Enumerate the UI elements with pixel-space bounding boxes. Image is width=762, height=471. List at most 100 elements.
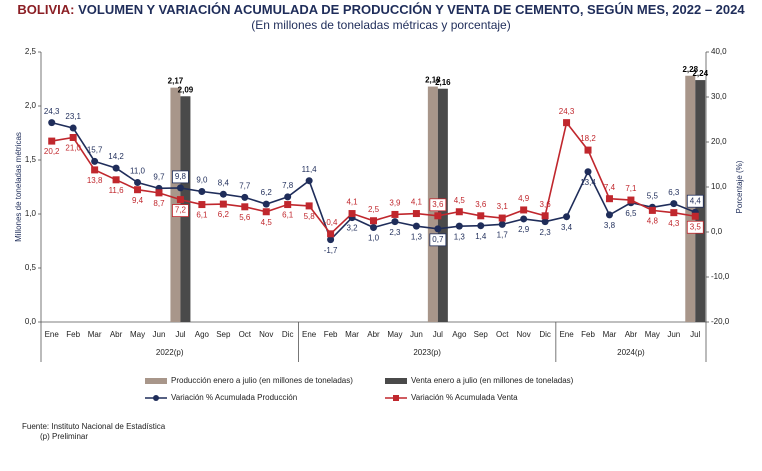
y2-axis-label: Porcentaje (%) [735, 160, 744, 213]
marker [391, 218, 399, 226]
y2-tick-label: 20,0 [711, 137, 727, 146]
label-box [686, 220, 704, 234]
chart-subtitle: (En millones de toneladas métricas y por… [251, 18, 510, 32]
marker [284, 193, 292, 201]
marker [605, 195, 613, 203]
point-label: 24,3 [559, 107, 575, 116]
point-label: 7,8 [282, 181, 294, 190]
marker [305, 177, 313, 185]
label-box [172, 170, 189, 184]
point-label: 9,0 [196, 176, 208, 185]
marker [176, 184, 184, 192]
x-tick-label: Jul [433, 330, 443, 339]
point-label: 8,4 [218, 178, 230, 187]
bar-label: 2,24 [692, 69, 708, 78]
point-label: 2,5 [368, 205, 380, 214]
marker [327, 236, 335, 244]
marker [370, 224, 377, 231]
point-label: 6,2 [261, 188, 273, 197]
group-label: 2022(p) [156, 348, 184, 357]
marker [348, 210, 356, 218]
marker [327, 230, 335, 238]
chart-title: BOLIVIA: VOLUMEN Y VARIACIÓN ACUMULADA D… [17, 2, 745, 17]
point-label: -0,4 [324, 218, 338, 227]
x-tick-label: May [130, 330, 145, 339]
label-box [686, 194, 704, 208]
point-label: 3,8 [604, 221, 616, 230]
marker [477, 212, 485, 220]
marker [648, 206, 656, 214]
marker [305, 202, 313, 210]
point-label: 6,5 [625, 209, 637, 218]
bar-label: 2,16 [435, 78, 451, 87]
marker [412, 222, 420, 230]
point-label: 7,1 [625, 184, 637, 193]
x-tick-label: Ene [45, 330, 60, 339]
point-label: 2,9 [518, 225, 530, 234]
bar-label: 2,17 [168, 77, 184, 86]
marker [112, 176, 120, 184]
point-label: 1,0 [368, 234, 380, 243]
legend-swatch [385, 378, 407, 384]
x-tick-label: Jul [690, 330, 700, 339]
point-label: 15,7 [87, 145, 103, 154]
y2-tick-label: 0,0 [711, 227, 723, 236]
point-label: 2,3 [540, 228, 552, 237]
x-tick-label: Jun [153, 330, 166, 339]
marker [219, 200, 227, 208]
point-label: 3,6 [475, 200, 487, 209]
y-tick-label: 0,0 [25, 317, 37, 326]
y-tick-label: 1,5 [25, 155, 37, 164]
marker [477, 222, 485, 230]
point-label: 1,3 [454, 232, 466, 241]
label-box [429, 233, 447, 247]
y2-tick-label: -10,0 [711, 272, 730, 281]
x-tick-label: Mar [345, 330, 359, 339]
marker [670, 200, 678, 208]
marker [691, 212, 699, 220]
point-label: 14,2 [108, 152, 124, 161]
x-tick-label: Feb [324, 330, 338, 339]
point-label: 9,8 [175, 172, 187, 181]
point-label: 21,0 [65, 144, 81, 153]
x-tick-label: Nov [517, 330, 531, 339]
point-label: 13,4 [580, 178, 596, 187]
point-label: 4,3 [668, 219, 680, 228]
group-label: 2023(p) [413, 348, 441, 357]
x-tick-label: Ago [452, 330, 467, 339]
y2-tick-label: 10,0 [711, 182, 727, 191]
marker [262, 200, 270, 208]
x-tick-label: Oct [496, 330, 509, 339]
marker [134, 179, 142, 186]
x-tick-label: Jun [410, 330, 423, 339]
x-tick-label: Sep [216, 330, 231, 339]
x-tick-label: May [645, 330, 660, 339]
point-label: 4,8 [647, 217, 659, 226]
bar-label: 2,18 [425, 76, 441, 85]
marker [198, 201, 206, 209]
point-label: 5,5 [647, 191, 659, 200]
point-label: 4,5 [454, 196, 466, 205]
marker [520, 206, 528, 214]
legend-marker [393, 395, 399, 401]
point-label: 4,5 [261, 218, 273, 227]
marker [391, 210, 399, 218]
point-label: 4,1 [346, 198, 358, 207]
point-label: 5,8 [304, 212, 316, 221]
marker [605, 211, 613, 219]
point-label: 18,2 [580, 134, 596, 143]
marker [284, 201, 292, 209]
legend-label: Variación % Acumulada Venta [411, 393, 518, 402]
y-tick-label: 2,5 [25, 47, 37, 56]
legend-label: Variación % Acumulada Producción [171, 393, 297, 402]
x-tick-label: Abr [367, 330, 380, 339]
marker [176, 196, 184, 204]
point-label: 3,2 [346, 224, 358, 233]
y-axis-label: Millones de toneladas métricas [14, 132, 23, 242]
marker [48, 119, 56, 127]
point-label: 11,4 [302, 165, 318, 174]
marker [134, 186, 142, 194]
y2-tick-label: 30,0 [711, 92, 727, 101]
marker [670, 209, 678, 217]
title-lead: BOLIVIA: [17, 2, 74, 17]
